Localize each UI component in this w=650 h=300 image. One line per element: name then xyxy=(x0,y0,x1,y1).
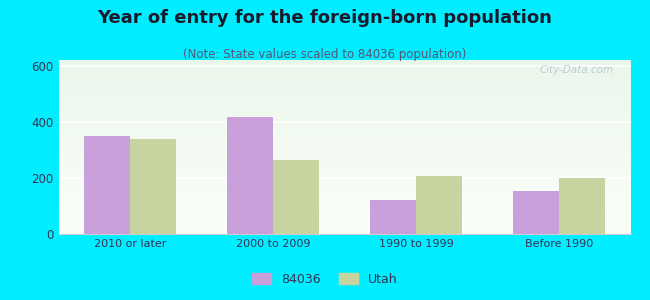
Bar xyxy=(416,176,462,234)
Legend: 84036, Utah: 84036, Utah xyxy=(247,268,403,291)
Bar xyxy=(130,139,176,234)
Bar xyxy=(370,200,416,234)
Bar xyxy=(273,160,318,234)
Bar xyxy=(559,178,604,234)
Bar xyxy=(227,117,273,234)
Text: (Note: State values scaled to 84036 population): (Note: State values scaled to 84036 popu… xyxy=(183,48,467,61)
Text: City-Data.com: City-Data.com xyxy=(540,65,614,75)
Bar xyxy=(514,191,559,234)
Bar xyxy=(84,136,130,234)
Text: Year of entry for the foreign-born population: Year of entry for the foreign-born popul… xyxy=(98,9,552,27)
